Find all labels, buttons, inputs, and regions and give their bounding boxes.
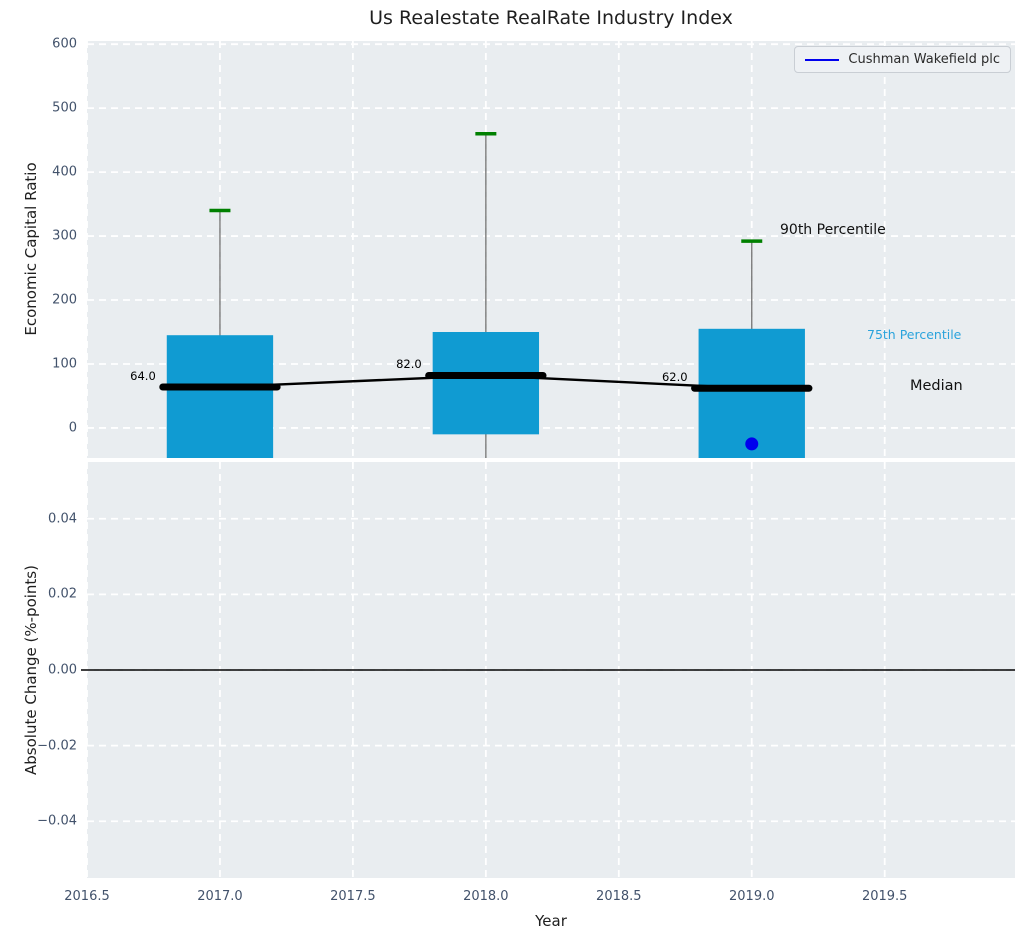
xtick-label: 2017.0 [197, 889, 243, 904]
annotation-90th-percentile: 90th Percentile [780, 222, 886, 238]
top-ytick-label: 400 [52, 164, 77, 180]
x-axis-label: Year [535, 912, 567, 930]
top-ytick-label: 200 [52, 292, 77, 308]
median-value-label-2018: 82.0 [396, 357, 422, 372]
annotation-75th-percentile: 75th Percentile [867, 327, 962, 342]
xtick-label: 2016.5 [64, 889, 110, 904]
bottom-axes [81, 462, 1015, 878]
bottom-plot-svg [81, 462, 1015, 878]
xtick-label: 2018.0 [463, 889, 509, 904]
bottom-ytick-label: 0.04 [48, 511, 77, 527]
top-ytick-label: 0 [68, 420, 77, 436]
xtick-label: 2019.0 [729, 889, 775, 904]
top-y-axis-label: Economic Capital Ratio [22, 162, 40, 336]
legend-line-sample [805, 58, 840, 61]
xtick-label: 2017.5 [330, 889, 376, 904]
chart-title: Us Realestate RealRate Industry Index [369, 7, 733, 29]
iqr-box-2017 [166, 335, 274, 458]
median-value-label-2019: 62.0 [661, 370, 688, 385]
top-plot-svg [87, 41, 1015, 458]
iqr-box-2018 [432, 332, 540, 435]
top-axes [87, 41, 1015, 458]
xtick-label: 2018.5 [596, 889, 642, 904]
xtick-label: 2019.5 [861, 889, 908, 904]
bottom-ytick-label: −0.04 [37, 813, 77, 829]
top-ytick-label: 300 [52, 228, 77, 244]
median-value-label-2017: 64.0 [130, 369, 156, 383]
annotation-median: Median [910, 378, 963, 394]
top-ytick-label: 500 [52, 100, 77, 116]
legend-label: Cushman Wakefield plc [848, 52, 1000, 67]
bottom-ytick-label: 0.00 [48, 662, 77, 678]
bottom-ytick-label: −0.02 [37, 738, 77, 754]
legend: Cushman Wakefield plc [794, 46, 1011, 73]
iqr-box-2019 [698, 328, 805, 458]
company-point [745, 437, 759, 451]
top-ytick-label: 600 [52, 36, 77, 52]
top-ytick-label: 100 [52, 356, 77, 372]
bottom-ytick-label: 0.02 [48, 586, 77, 602]
